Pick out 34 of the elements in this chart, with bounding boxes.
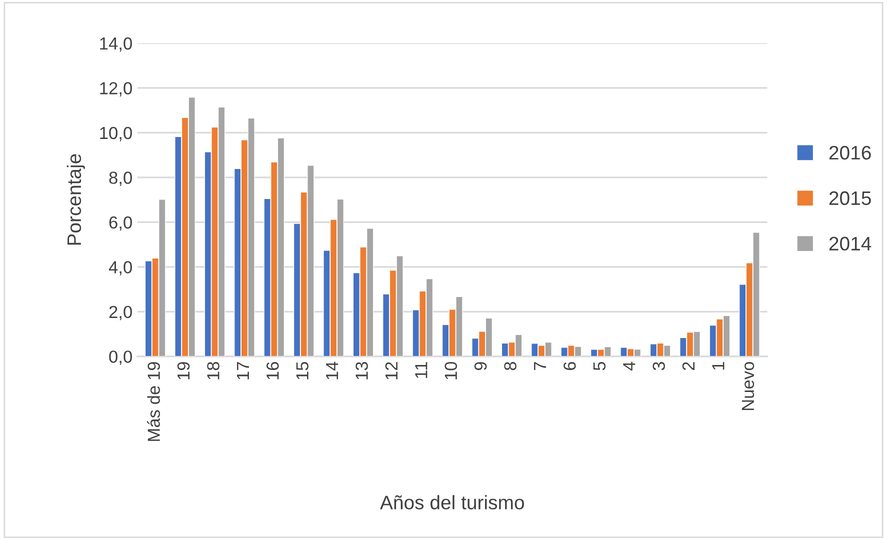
x-tick-label: Más de 19 bbox=[147, 362, 160, 441]
x-tick-label: 19 bbox=[177, 362, 190, 380]
y-tick-label: 0,0 bbox=[109, 350, 132, 365]
y-tick-label: 12,0 bbox=[100, 82, 132, 96]
x-tick-label: 16 bbox=[266, 362, 279, 380]
y-tick-label: 4,0 bbox=[108, 261, 132, 276]
x-tick-label: 13 bbox=[356, 362, 368, 380]
y-tick-label: 2,0 bbox=[109, 306, 132, 320]
x-tick-label: 11 bbox=[415, 362, 428, 378]
y-tick-label: 8,0 bbox=[109, 172, 132, 186]
x-tick-label: 7 bbox=[534, 362, 546, 370]
x-tick-label: 10 bbox=[444, 362, 458, 380]
y-tick-label: 6,0 bbox=[109, 216, 132, 231]
x-tick-label: 18 bbox=[207, 362, 220, 380]
x-tick-label: 2 bbox=[682, 362, 695, 370]
x-axis-title: Años del turismo bbox=[380, 495, 524, 510]
y-tick-label: 14,0 bbox=[100, 37, 132, 52]
legend-label: 2015 bbox=[829, 191, 871, 206]
x-tick-label: 8 bbox=[504, 362, 516, 370]
x-tick-label: 4 bbox=[623, 362, 636, 371]
x-tick-label: 15 bbox=[296, 362, 308, 380]
y-tick-label: 10,0 bbox=[100, 126, 132, 142]
legend-label: 2014 bbox=[829, 236, 872, 251]
x-tick-label: 3 bbox=[652, 362, 665, 370]
x-tick-label: Nuevo bbox=[742, 362, 754, 410]
legend-label: 2016 bbox=[829, 146, 871, 160]
x-tick-label: 1 bbox=[712, 362, 724, 370]
y-axis-title: Porcentaje bbox=[66, 154, 85, 245]
x-tick-label: 14 bbox=[326, 362, 338, 380]
x-tick-label: 6 bbox=[564, 362, 576, 370]
x-tick-label: 9 bbox=[474, 362, 487, 370]
x-tick-label: 5 bbox=[593, 362, 606, 370]
x-tick-label: 12 bbox=[385, 362, 398, 380]
x-tick-label: 17 bbox=[236, 362, 249, 380]
